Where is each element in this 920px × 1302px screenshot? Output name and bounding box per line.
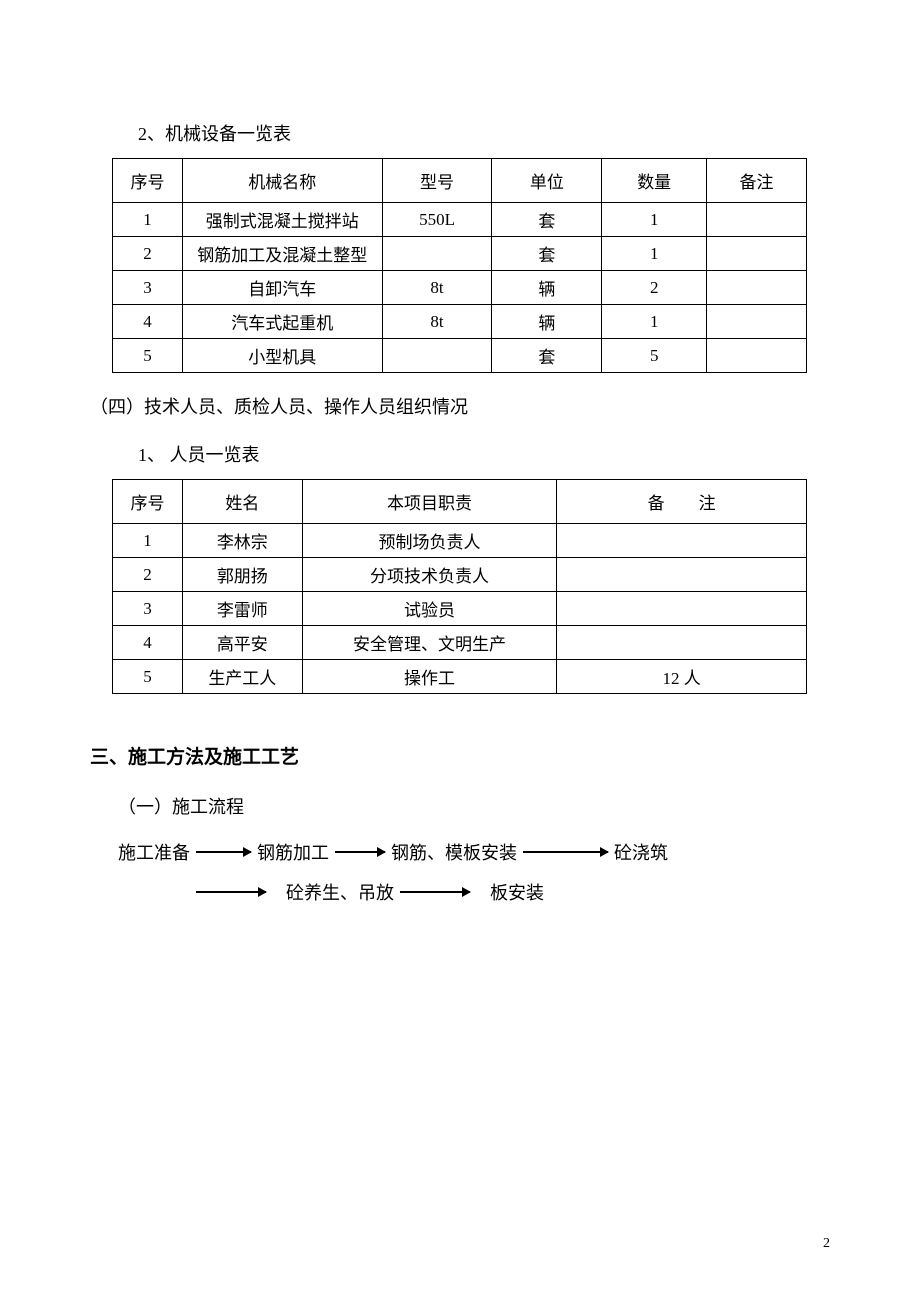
table1-title: 2、机械设备一览表 [138,120,830,146]
table-cell: 分项技术负责人 [302,558,557,592]
flow-step: 钢筋、模板安装 [391,839,517,865]
table-cell: 试验员 [302,592,557,626]
flow-step: 砼养生、吊放 [286,879,394,905]
table-cell: 8t [382,305,492,339]
table-row: 4汽车式起重机8t辆1 [113,305,807,339]
table-cell [707,271,807,305]
table-cell [382,237,492,271]
page-number: 2 [823,1236,830,1252]
table-cell [707,339,807,373]
table-cell: 汽车式起重机 [182,305,382,339]
table-cell: 套 [492,203,602,237]
table-cell: 套 [492,339,602,373]
arrow-icon [523,851,608,853]
table-cell: 1 [602,305,707,339]
col-name: 机械名称 [182,159,382,203]
table-cell [557,524,807,558]
table-row: 4高平安安全管理、文明生产 [113,626,807,660]
flow-step: 钢筋加工 [257,839,329,865]
table-cell: 1 [602,237,707,271]
col-role: 本项目职责 [302,480,557,524]
table-row: 1李林宗预制场负责人 [113,524,807,558]
table-cell [707,203,807,237]
flow-step: 板安装 [490,879,544,905]
flow-step: 施工准备 [118,839,190,865]
table-cell: 3 [113,271,183,305]
table-cell: 强制式混凝土搅拌站 [182,203,382,237]
col-note: 备注 [707,159,807,203]
table-cell: 4 [113,305,183,339]
arrow-icon [400,891,470,893]
col-note: 备 注 [557,480,807,524]
table-cell: 5 [113,339,183,373]
arrow-icon [196,851,251,853]
table-cell [707,305,807,339]
table-cell: 2 [602,271,707,305]
arrow-icon [196,891,266,893]
table-cell: 8t [382,271,492,305]
table-header-row: 序号 机械名称 型号 单位 数量 备注 [113,159,807,203]
col-seq: 序号 [113,480,183,524]
table-cell: 12 人 [557,660,807,694]
table-cell: 安全管理、文明生产 [302,626,557,660]
table-cell [557,558,807,592]
table-cell: 4 [113,626,183,660]
table-row: 2郭朋扬分项技术负责人 [113,558,807,592]
table-cell: 1 [602,203,707,237]
table-row: 2钢筋加工及混凝土整型 套1 [113,237,807,271]
table-cell: 2 [113,237,183,271]
flow-line-2: 砼养生、吊放 板安装 [190,879,830,905]
arrow-icon [335,851,385,853]
table-cell: 李林宗 [182,524,302,558]
table-cell: 郭朋扬 [182,558,302,592]
table-cell: 3 [113,592,183,626]
section-3-heading: 三、施工方法及施工工艺 [90,742,830,769]
table-cell: 5 [602,339,707,373]
col-qty: 数量 [602,159,707,203]
table-row: 5生产工人操作工12 人 [113,660,807,694]
table-cell: 小型机具 [182,339,382,373]
flow-subheading: （一）施工流程 [118,793,830,819]
col-model: 型号 [382,159,492,203]
table-cell: 钢筋加工及混凝土整型 [182,237,382,271]
flow-line-1: 施工准备 钢筋加工 钢筋、模板安装 砼浇筑 [118,839,830,865]
col-seq: 序号 [113,159,183,203]
table-cell: 1 [113,524,183,558]
table-cell: 辆 [492,271,602,305]
col-name: 姓名 [182,480,302,524]
table-header-row: 序号 姓名 本项目职责 备 注 [113,480,807,524]
flow-step: 砼浇筑 [614,839,668,865]
table-cell: 5 [113,660,183,694]
table-cell: 套 [492,237,602,271]
personnel-table: 序号 姓名 本项目职责 备 注 1李林宗预制场负责人2郭朋扬分项技术负责人3李雷… [112,479,807,694]
table-row: 1强制式混凝土搅拌站550L套1 [113,203,807,237]
table-cell [707,237,807,271]
section-4-heading: （四）技术人员、质检人员、操作人员组织情况 [90,393,830,419]
table-row: 3李雷师试验员 [113,592,807,626]
table-row: 5小型机具套5 [113,339,807,373]
equipment-table: 序号 机械名称 型号 单位 数量 备注 1强制式混凝土搅拌站550L套12钢筋加… [112,158,807,373]
table-cell [557,592,807,626]
table-cell: 高平安 [182,626,302,660]
table2-title: 1、 人员一览表 [138,441,830,467]
table-cell [557,626,807,660]
table-cell: 操作工 [302,660,557,694]
table-cell: 辆 [492,305,602,339]
table-cell: 550L [382,203,492,237]
table-cell [382,339,492,373]
table-cell: 2 [113,558,183,592]
table-cell: 自卸汽车 [182,271,382,305]
table-row: 3自卸汽车8t辆2 [113,271,807,305]
table-cell: 李雷师 [182,592,302,626]
col-unit: 单位 [492,159,602,203]
table-cell: 预制场负责人 [302,524,557,558]
table-cell: 1 [113,203,183,237]
table-cell: 生产工人 [182,660,302,694]
